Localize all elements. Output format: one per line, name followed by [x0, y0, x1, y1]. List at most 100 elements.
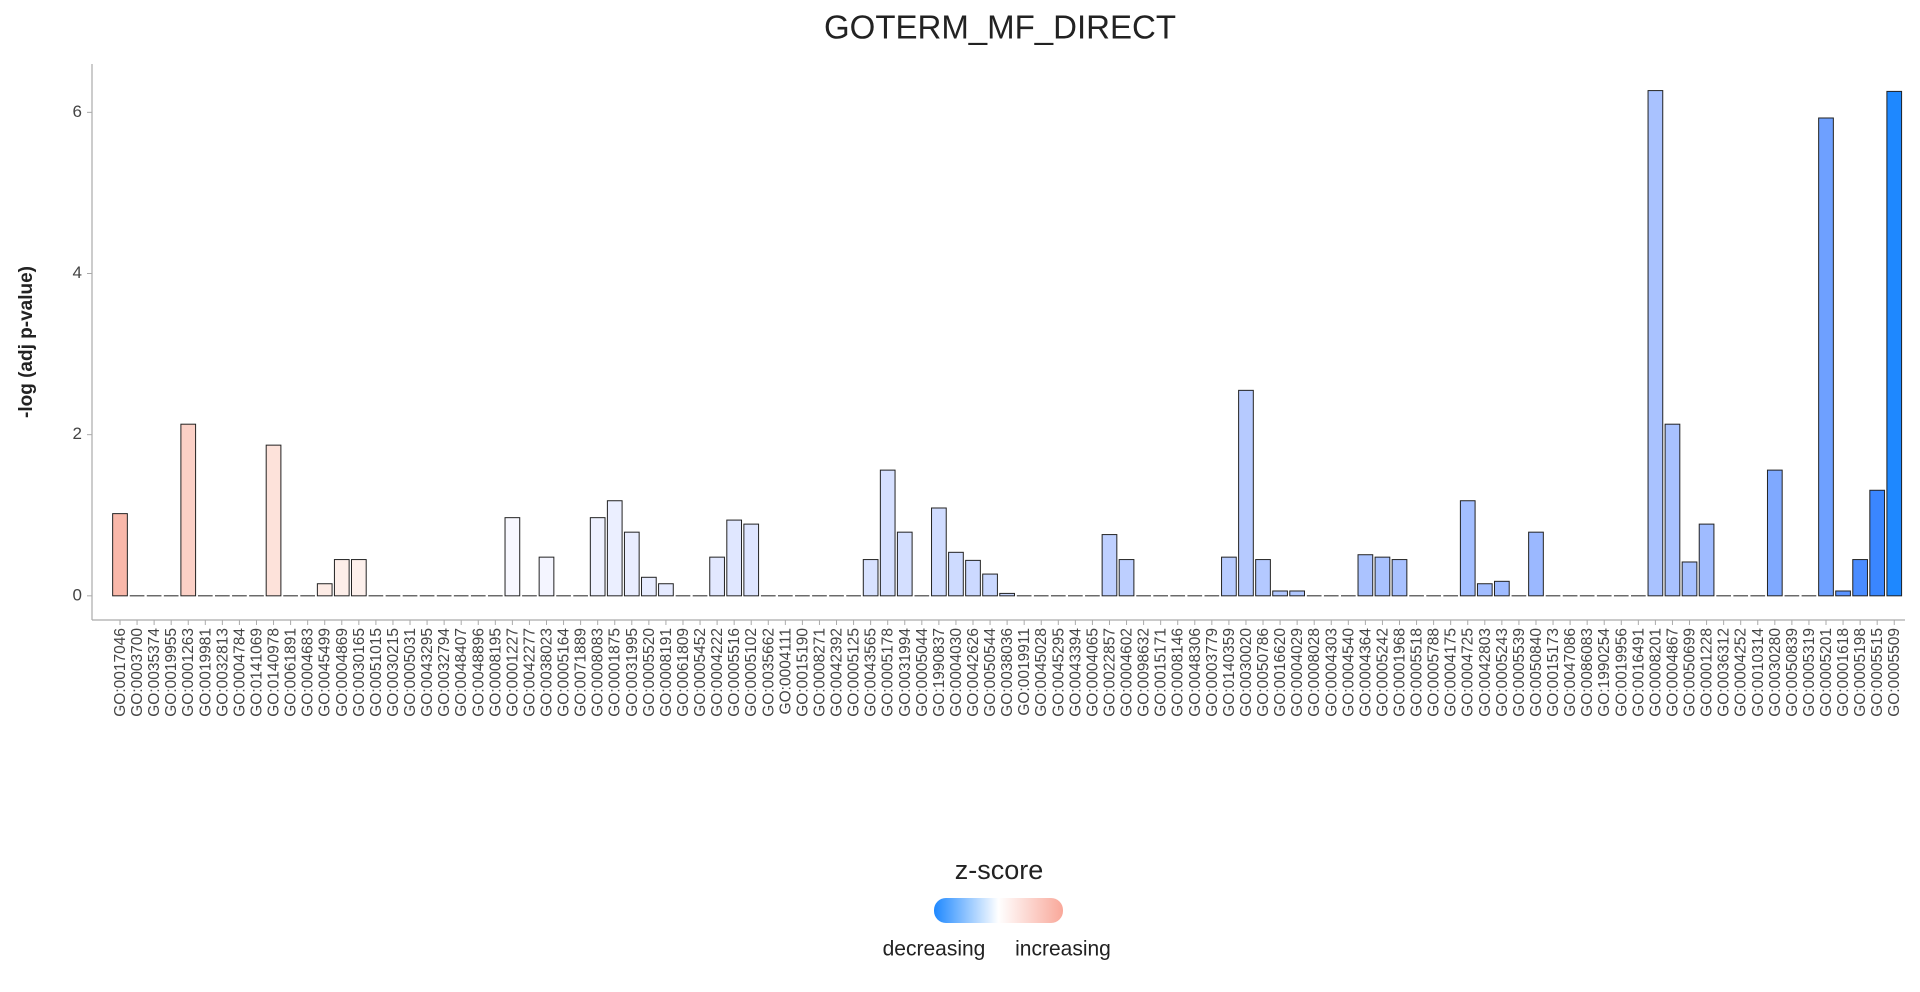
x-tick-label: GO:0050786 [1255, 628, 1272, 717]
bar [333, 559, 350, 597]
x-tick-label: GO:0005520 [641, 628, 658, 717]
bar [1835, 590, 1851, 597]
x-tick-label: GO:0019981 [197, 628, 214, 717]
bar [641, 576, 657, 597]
x-tick-label: GO:0005178 [880, 628, 897, 717]
x-tick-label: GO:0008146 [1170, 628, 1187, 717]
bar [999, 592, 1015, 597]
x-tick-label: GO:0022857 [1101, 628, 1118, 717]
x-tick-label: GO:0045028 [1033, 628, 1050, 717]
bar [896, 531, 913, 597]
x-tick-label: GO:0003700 [129, 628, 146, 717]
x-tick-label: GO:0019956 [1613, 628, 1630, 717]
legend-title: z-score [955, 855, 1044, 885]
x-tick-label: GO:0004303 [1323, 628, 1340, 717]
x-tick-label: GO:0005198 [1852, 628, 1869, 717]
x-tick-label: GO:0050840 [1528, 628, 1545, 717]
x-tick-label: GO:0042277 [521, 628, 538, 717]
x-tick-label: GO:0030215 [385, 628, 402, 717]
y-tick-label: 4 [73, 263, 82, 282]
x-tick-label: GO:0016491 [1630, 628, 1647, 717]
x-tick-label: GO:0047086 [1562, 628, 1579, 717]
x-tick-label: GO:0016620 [1272, 628, 1289, 717]
y-axis-label: -log (adj p-value) [16, 266, 37, 418]
x-tick-label: GO:0001618 [1835, 628, 1852, 717]
bar [1528, 531, 1544, 597]
bar [1289, 590, 1305, 597]
x-tick-label: GO:0140978 [266, 628, 283, 717]
bar [931, 507, 947, 597]
x-tick-label: GO:0005242 [1374, 628, 1391, 717]
x-tick-label: GO:0031995 [624, 628, 641, 717]
y-tick-label: 0 [73, 585, 82, 604]
bar [1391, 559, 1408, 597]
x-tick-label: GO:0005509 [1886, 628, 1903, 717]
x-tick-label: GO:0003779 [1204, 628, 1221, 717]
bar [1494, 580, 1510, 597]
x-tick-label: GO:0005201 [1818, 628, 1835, 717]
bar [1852, 559, 1868, 597]
bar [743, 523, 760, 597]
x-tick-label: GO:0043295 [419, 628, 436, 717]
x-tick-label: GO:0005243 [1494, 628, 1511, 717]
x-tick-label: GO:0017046 [112, 628, 129, 717]
x-tick-label: GO:0004540 [1340, 628, 1357, 717]
bar [504, 517, 521, 597]
bar [606, 500, 623, 597]
x-tick-label: GO:0005452 [692, 628, 709, 717]
x-tick-label: GO:0010314 [1750, 628, 1767, 717]
bar [709, 556, 725, 597]
x-tick-label: GO:0030020 [1238, 628, 1255, 717]
x-tick-label: GO:0001263 [180, 628, 197, 717]
bar [1221, 556, 1237, 597]
bar [538, 556, 555, 597]
x-tick-label: GO:0004222 [709, 628, 726, 717]
x-tick-label: GO:0035374 [146, 628, 163, 717]
x-tick-label: GO:0005516 [726, 628, 743, 717]
bar [1869, 489, 1886, 597]
x-tick-label: GO:0008271 [811, 628, 828, 717]
x-tick-label: GO:0001875 [607, 628, 624, 717]
legend-colorbar [934, 898, 1063, 923]
x-tick-label: GO:0004867 [1664, 628, 1681, 717]
x-tick-label: GO:0005125 [846, 628, 863, 717]
x-tick-label: GO:0061809 [675, 628, 692, 717]
x-tick-label: GO:0061891 [283, 628, 300, 717]
x-tick-label: GO:0004602 [1119, 628, 1136, 717]
x-tick-label: GO:0005788 [1426, 628, 1443, 717]
x-tick-label: GO:0042626 [965, 628, 982, 717]
bar [1681, 561, 1698, 597]
x-tick-label: GO:0001968 [1392, 628, 1409, 717]
x-tick-label: GO:0008191 [658, 628, 675, 717]
x-tick-label: GO:0050839 [1784, 628, 1801, 717]
x-tick-label: GO:0004869 [334, 628, 351, 717]
x-tick-label: GO:0004784 [231, 628, 248, 717]
x-tick-label: GO:0005539 [1511, 628, 1528, 717]
bar [879, 469, 896, 597]
x-tick-label: GO:0036312 [1716, 628, 1733, 717]
x-tick-label: GO:0050699 [1682, 628, 1699, 717]
x-tick-label: GO:0004683 [300, 628, 317, 717]
x-tick-label: GO:0043565 [863, 628, 880, 717]
x-tick-label: GO:0015190 [794, 628, 811, 717]
x-tick-label: GO:0141069 [248, 628, 265, 717]
bar [316, 583, 333, 597]
x-tick-label: GO:0048407 [453, 628, 470, 717]
x-tick-label: GO:0005515 [1869, 628, 1886, 717]
x-tick-label: GO:0004725 [1460, 628, 1477, 717]
bar [1886, 90, 1903, 597]
x-tick-label: GO:0008083 [590, 628, 607, 717]
bar [1476, 583, 1493, 597]
x-tick-label: GO:0035662 [760, 628, 777, 717]
bar [1647, 90, 1664, 597]
x-tick-label: GO:0005044 [914, 628, 931, 717]
x-tick-label: GO:0140359 [1221, 628, 1238, 717]
x-tick-label: GO:0005319 [1801, 628, 1818, 717]
x-tick-label: GO:0015173 [1545, 628, 1562, 717]
bar [948, 551, 964, 597]
bar [1118, 559, 1135, 597]
x-tick-label: GO:0008201 [1647, 628, 1664, 717]
x-tick-label: GO:1990837 [931, 628, 948, 717]
bar [726, 519, 743, 597]
